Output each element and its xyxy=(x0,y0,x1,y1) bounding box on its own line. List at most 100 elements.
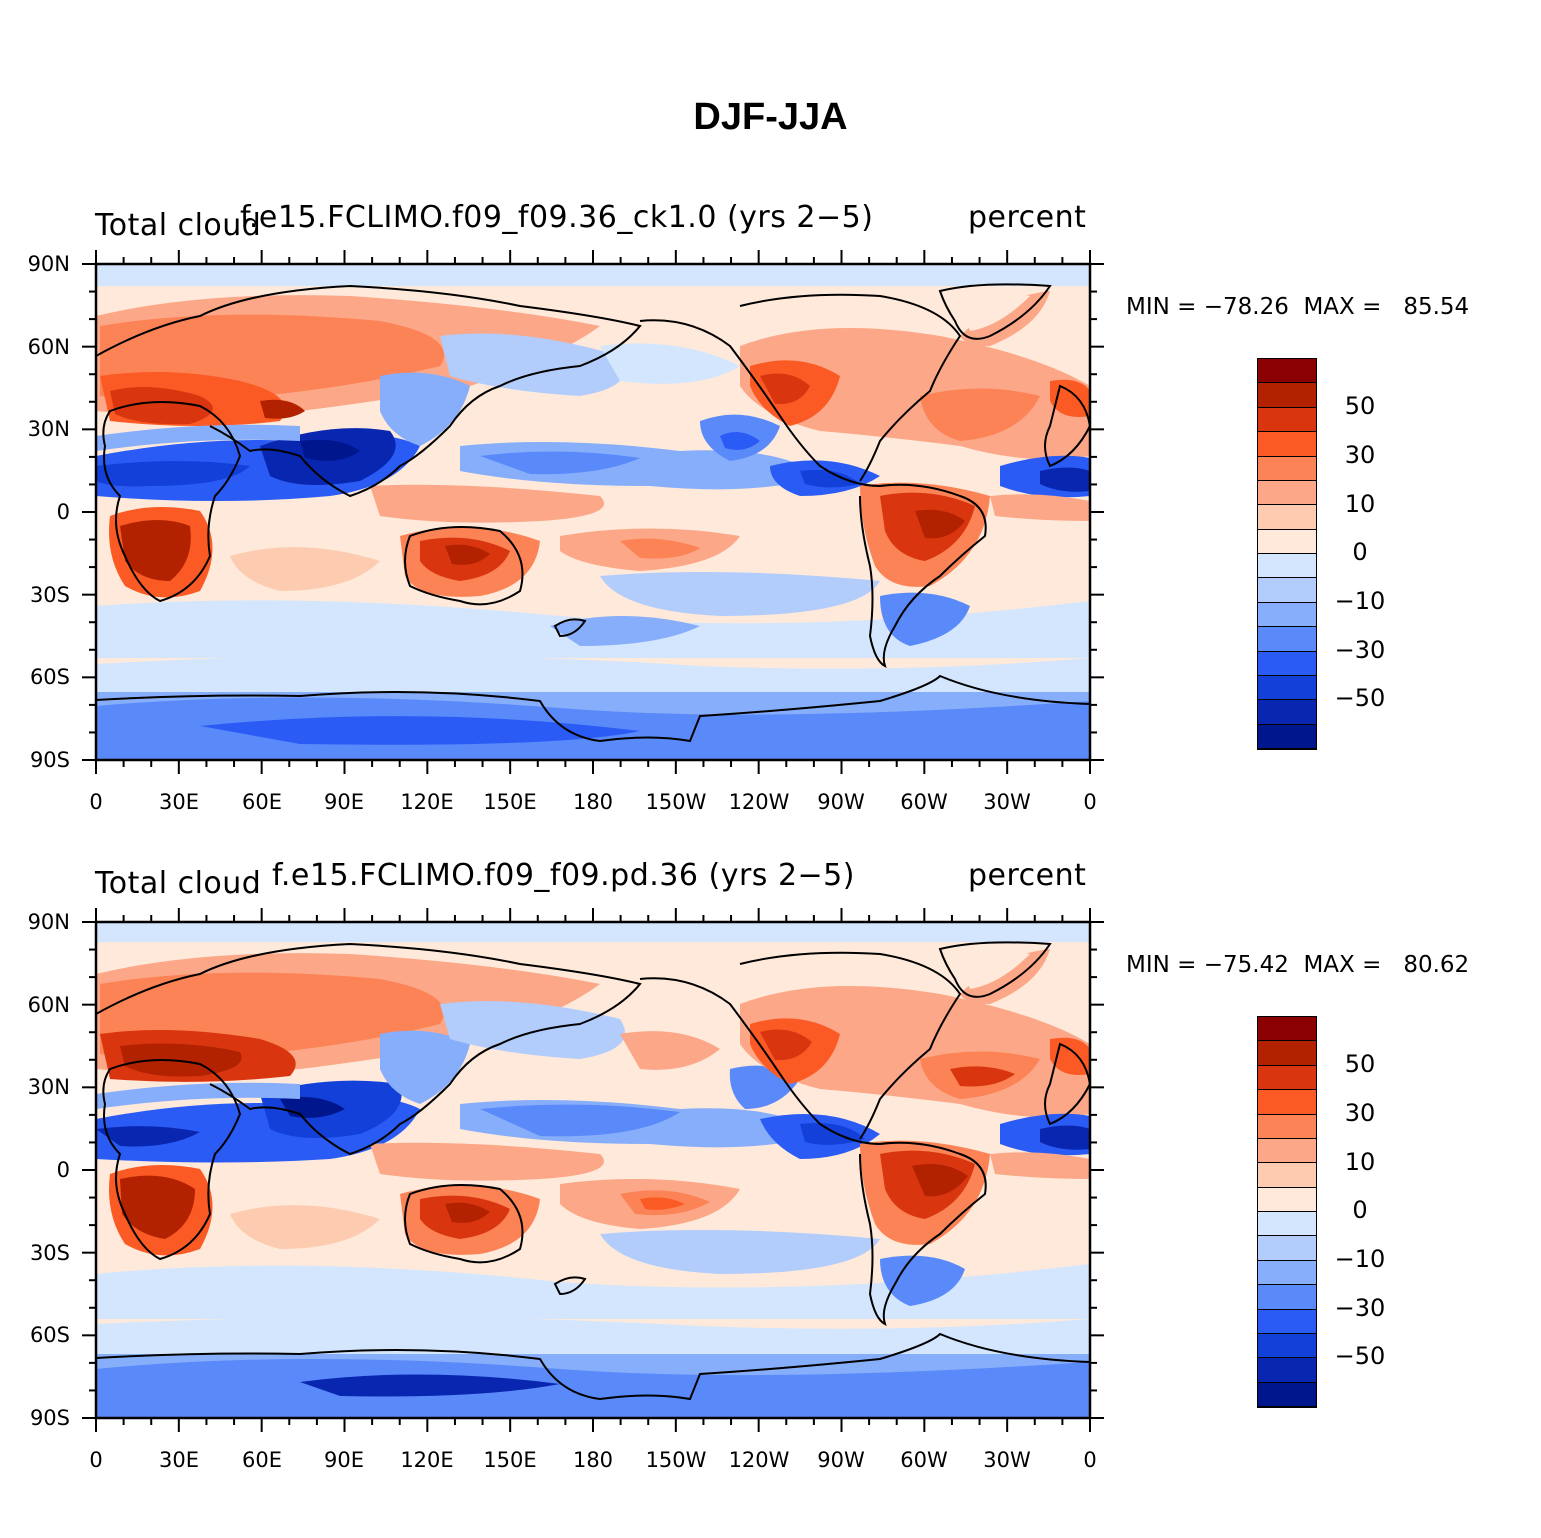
map-panel-2: Total cloud f.e15.FCLIMO.f09_f09.pd.36 (… xyxy=(0,854,1541,1494)
panel-1-case-label: f.e15.FCLIMO.f09_f09.36_ck1.0 (yrs 2−5) xyxy=(240,200,874,235)
colorbar-swatch xyxy=(1258,1187,1316,1212)
panel-1-lat-label-30n: 30N xyxy=(27,417,70,441)
map-panel-1: Total cloud f.e15.FCLIMO.f09_f09.36_ck1.… xyxy=(0,196,1541,836)
panel-1-lon-label: 90E xyxy=(324,790,364,814)
figure-title: DJF-JJA xyxy=(693,96,848,138)
panel-2-lon-label: 180 xyxy=(572,1448,614,1472)
panel-1-lon-label: 0 xyxy=(89,790,103,814)
panel-1-lat-label-60s: 60S xyxy=(29,665,70,689)
panel-1-lon-label: 150E xyxy=(483,790,537,814)
panel-1-tick-marks xyxy=(82,250,1104,774)
panel-1-colorbar-label: 30 xyxy=(1344,441,1376,469)
panel-1-lon-label: 30W xyxy=(983,790,1031,814)
panel-1-lon-label: 60E xyxy=(242,790,282,814)
panel-2-tick-marks xyxy=(82,908,1104,1432)
panel-2-colorbar-label: −50 xyxy=(1334,1342,1386,1370)
colorbar-swatch xyxy=(1258,407,1316,433)
colorbar-swatch xyxy=(1258,1285,1316,1310)
panel-2-lon-label: 150W xyxy=(645,1448,707,1472)
panel-2-lon-label: 30W xyxy=(983,1448,1031,1472)
colorbar-swatch xyxy=(1258,480,1316,506)
panel-2-colorbar-label: 50 xyxy=(1344,1050,1376,1078)
colorbar-swatch xyxy=(1258,1358,1316,1383)
panel-2-case-label: f.e15.FCLIMO.f09_f09.pd.36 (yrs 2−5) xyxy=(272,858,855,893)
panel-2-lat-label-60s: 60S xyxy=(29,1323,70,1347)
colorbar-swatch xyxy=(1258,432,1316,457)
panel-2-lon-label: 30E xyxy=(159,1448,199,1472)
panel-1-coastlines xyxy=(95,283,1092,743)
panel-1-lon-label: 30E xyxy=(159,790,199,814)
panel-1-units-label: percent xyxy=(968,200,1087,235)
colorbar-swatch xyxy=(1258,1114,1316,1139)
panel-2-lat-label-30s: 30S xyxy=(29,1241,70,1265)
panel-1-colorbar xyxy=(1257,358,1317,750)
panel-2-lat-label-eq: 0 xyxy=(56,1158,70,1182)
colorbar-swatch xyxy=(1258,724,1316,749)
colorbar-swatch xyxy=(1258,1090,1316,1115)
colorbar-swatch xyxy=(1258,1138,1316,1164)
panel-1-lon-label: 120W xyxy=(728,790,790,814)
panel-1-lon-label: 0 xyxy=(1083,790,1097,814)
panel-1-field xyxy=(96,264,1090,760)
panel-1-lon-label: 150W xyxy=(645,790,707,814)
colorbar-swatch xyxy=(1258,1041,1316,1066)
colorbar-swatch xyxy=(1258,1017,1316,1042)
panel-2-field xyxy=(96,922,1090,1418)
panel-2-lon-label: 0 xyxy=(89,1448,103,1472)
panel-1-lon-label: 120E xyxy=(400,790,454,814)
colorbar-swatch xyxy=(1258,700,1316,725)
panel-1-variable-label: Total cloud xyxy=(95,208,262,243)
panel-1-lon-label: 60W xyxy=(900,790,948,814)
panel-2-lon-label: 120E xyxy=(400,1448,454,1472)
panel-2-variable-label: Total cloud xyxy=(95,866,262,901)
colorbar-swatch xyxy=(1258,529,1316,554)
colorbar-swatch xyxy=(1258,1260,1316,1286)
colorbar-swatch xyxy=(1258,651,1316,676)
panel-1-lat-label-eq: 0 xyxy=(56,500,70,524)
panel-2-min-max: MIN = −75.42 MAX = 80.62 xyxy=(1126,952,1470,978)
colorbar-swatch xyxy=(1258,602,1316,628)
colorbar-swatch xyxy=(1258,1236,1316,1261)
panel-2-lon-label: 150E xyxy=(483,1448,537,1472)
panel-1-colorbar-label: 50 xyxy=(1344,392,1376,420)
panel-2-colorbar-label: 30 xyxy=(1344,1099,1376,1127)
panel-2-lat-label-90n: 90N xyxy=(27,910,70,934)
panel-2-lon-label: 90E xyxy=(324,1448,364,1472)
colorbar-swatch xyxy=(1258,1212,1316,1237)
panel-1-lon-label: 180 xyxy=(572,790,614,814)
panel-2-lat-label-60n: 60N xyxy=(27,993,70,1017)
colorbar-swatch xyxy=(1258,359,1316,384)
panel-2-colorbar xyxy=(1257,1016,1317,1408)
panel-2-lon-label: 90W xyxy=(817,1448,865,1472)
colorbar-swatch xyxy=(1258,1065,1316,1091)
panel-2-colorbar-label: 10 xyxy=(1344,1148,1376,1176)
panel-1-min-max: MIN = −78.26 MAX = 85.54 xyxy=(1126,294,1470,320)
panel-2-coastlines xyxy=(95,941,1092,1401)
colorbar-swatch xyxy=(1258,627,1316,652)
panel-1-lat-label-60n: 60N xyxy=(27,335,70,359)
panel-1-colorbar-label: 0 xyxy=(1352,538,1368,566)
panel-2-lon-label: 60W xyxy=(900,1448,948,1472)
panel-2-map xyxy=(82,908,1104,1432)
panel-2-lon-label: 0 xyxy=(1083,1448,1097,1472)
colorbar-swatch xyxy=(1258,1309,1316,1334)
panel-2-lat-label-90s: 90S xyxy=(29,1406,70,1430)
colorbar-swatch xyxy=(1258,1333,1316,1359)
panel-2-lon-label: 120W xyxy=(728,1448,790,1472)
panel-1-lat-label-90n: 90N xyxy=(27,252,70,276)
panel-2-colorbar-label: −10 xyxy=(1334,1245,1386,1273)
colorbar-swatch xyxy=(1258,554,1316,579)
colorbar-swatch xyxy=(1258,1163,1316,1188)
panel-1-colorbar-label: −50 xyxy=(1334,684,1386,712)
panel-1-lon-label: 90W xyxy=(817,790,865,814)
colorbar-swatch xyxy=(1258,578,1316,603)
panel-2-colorbar-label: −30 xyxy=(1334,1294,1386,1322)
panel-2-lon-label: 60E xyxy=(242,1448,282,1472)
panel-1-map xyxy=(82,250,1104,774)
panel-1-colorbar-label: −30 xyxy=(1334,636,1386,664)
panel-2-units-label: percent xyxy=(968,858,1087,893)
panel-1-lat-label-30s: 30S xyxy=(29,583,70,607)
panel-1-lat-label-90s: 90S xyxy=(29,748,70,772)
colorbar-swatch xyxy=(1258,1382,1316,1407)
colorbar-swatch xyxy=(1258,383,1316,408)
